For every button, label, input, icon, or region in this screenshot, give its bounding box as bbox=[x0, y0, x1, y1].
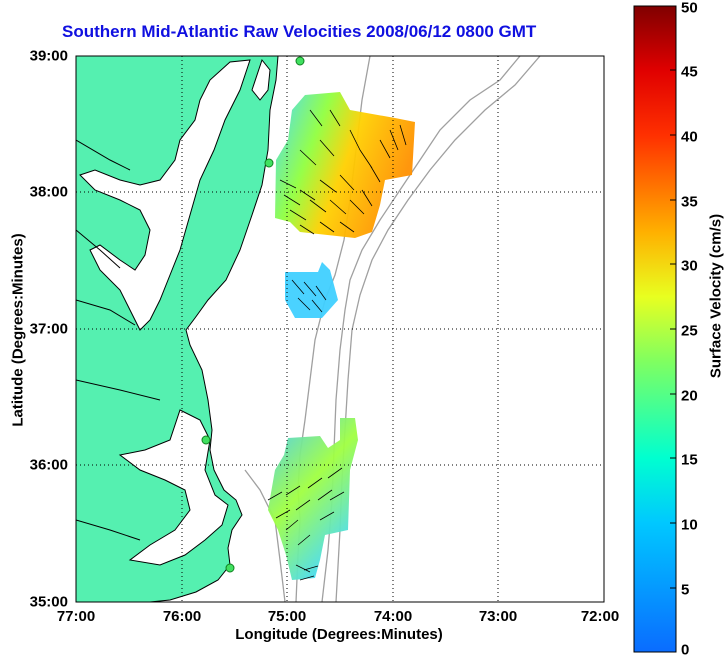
river-lines bbox=[76, 139, 161, 541]
colorbar-tick-label: 40 bbox=[681, 128, 698, 146]
colorbar-tick-label: 10 bbox=[681, 516, 698, 534]
x-tick-label: 77:00 bbox=[56, 608, 96, 625]
y-tick-label: 37:00 bbox=[29, 320, 68, 338]
y-tick-label: 39:00 bbox=[29, 47, 68, 65]
y-tick-label: 38:00 bbox=[29, 183, 68, 201]
y-tick-label: 36:00 bbox=[29, 456, 68, 474]
x-tick-label: 72:00 bbox=[580, 608, 620, 625]
x-axis-label: Longitude (Degrees:Minutes) bbox=[235, 626, 443, 643]
x-tick-label: 75:00 bbox=[267, 608, 307, 625]
station-marker bbox=[295, 56, 305, 66]
velocity-patch-north bbox=[275, 92, 415, 238]
chesapeake-bay bbox=[79, 59, 251, 331]
colorbar bbox=[633, 5, 677, 653]
velocity-patch-south bbox=[268, 418, 358, 580]
x-tick-label: 76:00 bbox=[162, 608, 202, 625]
y-axis-label: Latitude (Degrees:Minutes) bbox=[9, 233, 27, 427]
colorbar-tick-label: 5 bbox=[681, 581, 690, 599]
colorbar-tick-label: 20 bbox=[681, 387, 698, 405]
grid-lines bbox=[76, 56, 604, 602]
colorbar-tick-label: 15 bbox=[681, 451, 698, 469]
velocity-vectors bbox=[267, 109, 407, 581]
x-tick-label: 73:00 bbox=[478, 608, 518, 625]
colorbar-tick-label: 30 bbox=[681, 257, 698, 275]
station-marker bbox=[225, 563, 235, 573]
map-title: Southern Mid-Atlantic Raw Velocities 200… bbox=[62, 22, 537, 41]
y-tick-label: 35:00 bbox=[29, 593, 68, 611]
velocity-patch-middle bbox=[285, 262, 338, 318]
station-marker bbox=[264, 158, 274, 168]
colorbar-label: Surface Velocity (cm/s) bbox=[707, 213, 724, 379]
colorbar-tick-label: 25 bbox=[681, 322, 698, 340]
colorbar-tick-label: 35 bbox=[681, 193, 698, 211]
plot-frame bbox=[75, 55, 605, 603]
x-tick-label: 74:00 bbox=[373, 608, 413, 625]
delaware-bay bbox=[251, 58, 271, 101]
colorbar-ticks bbox=[670, 5, 676, 589]
pamlico-sound bbox=[118, 409, 229, 566]
station-marker bbox=[201, 435, 211, 445]
colorbar-tick-label: 0 bbox=[681, 641, 690, 659]
colorbar-tick-label: 50 bbox=[681, 0, 698, 17]
colorbar-tick-label: 45 bbox=[681, 63, 698, 81]
